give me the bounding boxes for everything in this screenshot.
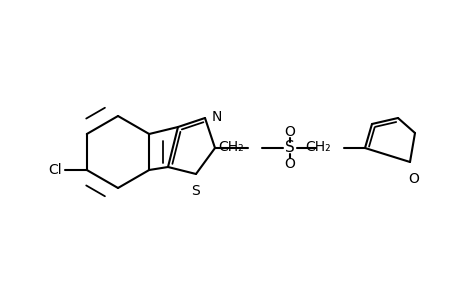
Text: Cl: Cl [48,163,62,177]
Text: O: O [408,172,419,186]
Text: O: O [284,157,295,171]
Text: CH₂: CH₂ [218,140,243,154]
Text: S: S [285,140,294,155]
Text: CH₂: CH₂ [304,140,330,154]
Text: O: O [284,125,295,139]
Text: N: N [212,110,222,124]
Text: S: S [191,184,200,198]
